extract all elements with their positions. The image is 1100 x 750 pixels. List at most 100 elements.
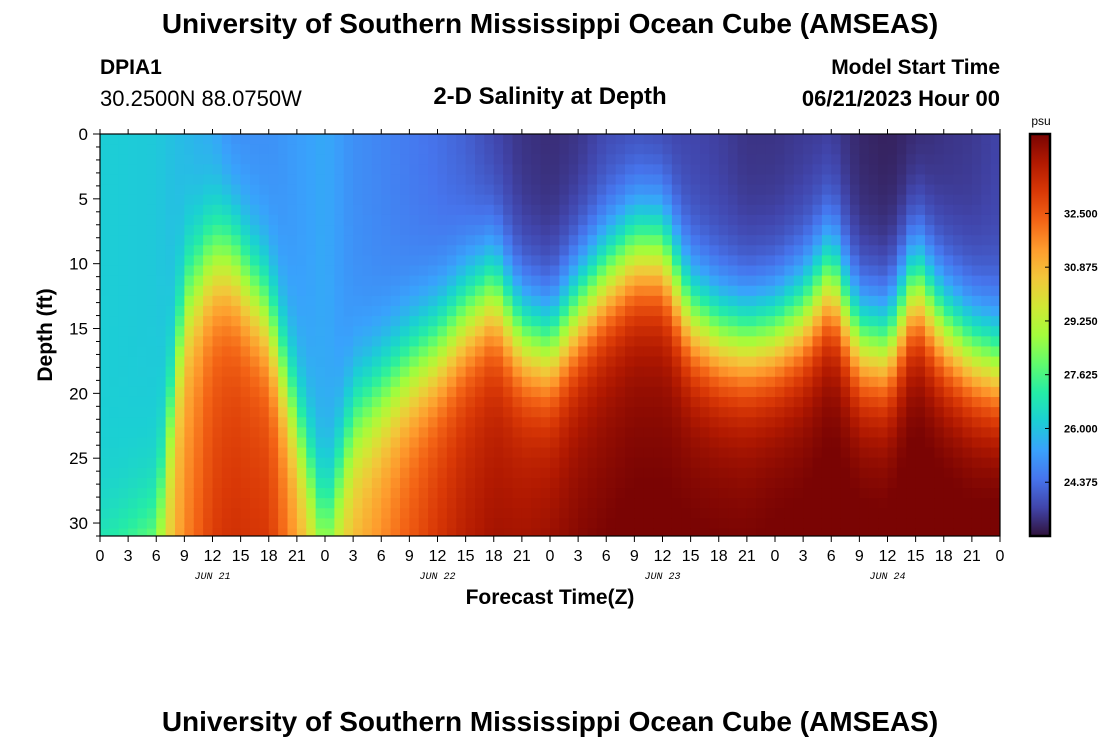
heatmap-cell xyxy=(137,265,148,277)
heatmap-cell xyxy=(156,295,167,307)
heatmap-cell xyxy=(418,184,429,196)
heatmap-cell xyxy=(981,437,992,449)
heatmap-cell xyxy=(765,255,776,267)
heatmap-cell xyxy=(446,457,457,469)
heatmap-cell xyxy=(990,245,1000,256)
heatmap-cell xyxy=(915,245,926,256)
heatmap-cell xyxy=(653,295,664,307)
heatmap-cell xyxy=(315,518,326,530)
heatmap-cell xyxy=(109,336,120,348)
heatmap-cell xyxy=(100,154,110,165)
heatmap-cell xyxy=(578,417,589,428)
heatmap-cell xyxy=(925,184,935,196)
heatmap-cell xyxy=(587,518,598,530)
heatmap-cell xyxy=(662,528,673,536)
heatmap-cell xyxy=(259,194,270,206)
heatmap-cell xyxy=(681,285,692,297)
heatmap-cell xyxy=(212,184,223,196)
heatmap-cell xyxy=(746,316,757,327)
heatmap-cell xyxy=(934,386,945,398)
heatmap-cell xyxy=(193,356,204,368)
heatmap-cell xyxy=(671,336,682,348)
heatmap-cell xyxy=(484,366,495,378)
heatmap-cell xyxy=(146,305,157,317)
heatmap-cell xyxy=(550,447,560,459)
heatmap-cell xyxy=(793,498,804,509)
heatmap-cell xyxy=(184,245,195,256)
heatmap-cell xyxy=(390,204,401,216)
heatmap-cell xyxy=(409,174,420,186)
heatmap-cell xyxy=(353,376,364,388)
heatmap-cell xyxy=(840,366,851,378)
heatmap-cell xyxy=(231,174,242,186)
heatmap-cell xyxy=(221,366,232,378)
heatmap-cell xyxy=(268,144,279,155)
x-tick-label: 0 xyxy=(96,548,105,565)
heatmap-cell xyxy=(428,386,439,398)
heatmap-cell xyxy=(981,255,992,267)
heatmap-cell xyxy=(512,295,523,307)
heatmap-cell xyxy=(175,498,185,509)
heatmap-cell xyxy=(100,477,110,489)
heatmap-cell xyxy=(868,396,879,408)
heatmap-cell xyxy=(831,467,842,479)
heatmap-cell xyxy=(634,245,645,256)
heatmap-cell xyxy=(615,346,626,358)
heatmap-cell xyxy=(850,376,860,388)
heatmap-cell xyxy=(803,316,814,327)
heatmap-cell xyxy=(334,386,345,398)
heatmap-cell xyxy=(681,326,692,337)
heatmap-cell xyxy=(746,225,757,236)
heatmap-cell xyxy=(418,326,429,337)
heatmap-cell xyxy=(296,255,307,267)
x-tick-label: 12 xyxy=(204,548,222,565)
heatmap-cell xyxy=(784,437,795,449)
heatmap-cell xyxy=(878,518,889,530)
heatmap-cell xyxy=(484,467,495,479)
heatmap-cell xyxy=(550,285,560,297)
heatmap-cell xyxy=(578,305,589,317)
heatmap-cell xyxy=(681,488,692,499)
heatmap-cell xyxy=(165,144,176,155)
heatmap-cell xyxy=(484,457,495,469)
heatmap-cell xyxy=(128,255,139,267)
heatmap-cell xyxy=(578,477,589,489)
heatmap-cell xyxy=(137,366,148,378)
heatmap-cell xyxy=(156,508,167,519)
heatmap-cell xyxy=(503,528,514,536)
heatmap-cell xyxy=(859,417,870,428)
heatmap-cell xyxy=(840,356,851,368)
heatmap-cell xyxy=(250,346,260,358)
heatmap-cell xyxy=(925,285,935,297)
heatmap-cell xyxy=(878,214,889,226)
heatmap-cell xyxy=(728,184,739,196)
heatmap-cell xyxy=(643,265,654,277)
heatmap-cell xyxy=(906,184,917,196)
heatmap-cell xyxy=(240,275,251,287)
heatmap-cell xyxy=(709,326,720,337)
heatmap-cell xyxy=(775,437,785,449)
heatmap-cell xyxy=(831,255,842,267)
heatmap-cell xyxy=(325,498,335,509)
heatmap-cell xyxy=(793,437,804,449)
heatmap-cell xyxy=(137,396,148,408)
heatmap-cell xyxy=(156,305,167,317)
heatmap-cell xyxy=(390,275,401,287)
heatmap-cell xyxy=(100,386,110,398)
heatmap-cell xyxy=(765,184,776,196)
heatmap-cell xyxy=(128,295,139,307)
heatmap-cell xyxy=(428,488,439,499)
heatmap-cell xyxy=(343,225,354,236)
heatmap-cell xyxy=(596,174,607,186)
heatmap-cell xyxy=(362,498,373,509)
heatmap-cell xyxy=(962,194,973,206)
heatmap-cell xyxy=(906,518,917,530)
heatmap-cell xyxy=(184,457,195,469)
heatmap-cell xyxy=(681,467,692,479)
heatmap-cell xyxy=(118,437,129,449)
heatmap-cell xyxy=(156,498,167,509)
heatmap-cell xyxy=(868,518,879,530)
heatmap-cell xyxy=(681,528,692,536)
x-tick-label: 3 xyxy=(124,548,133,565)
heatmap-cell xyxy=(981,528,992,536)
